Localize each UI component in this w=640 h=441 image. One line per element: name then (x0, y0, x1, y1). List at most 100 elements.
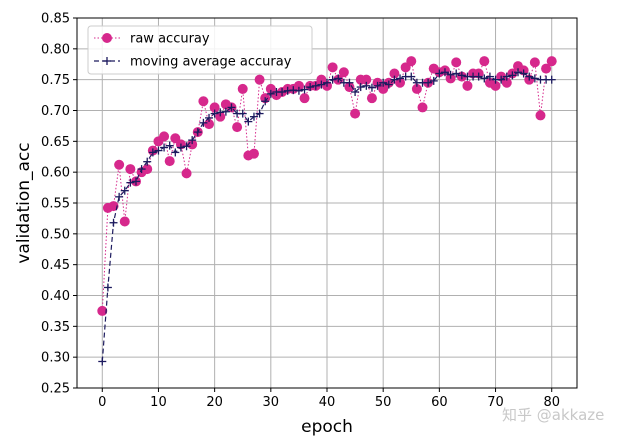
moving-average-point (480, 74, 489, 83)
moving-average-point (193, 128, 202, 137)
y-tick-label: 0.35 (41, 320, 70, 335)
x-tick-label: 80 (543, 395, 560, 410)
raw-accuracy-point (535, 110, 546, 121)
x-tick-label: 70 (487, 395, 504, 410)
moving-average-point (154, 146, 163, 155)
moving-average-point (143, 157, 152, 166)
raw-accuracy-point (338, 67, 349, 78)
moving-average-point (278, 88, 287, 96)
raw-accuracy-point (204, 119, 215, 130)
legend-raw-marker (102, 33, 112, 43)
moving-average-point (497, 75, 506, 84)
moving-average-point (452, 69, 461, 78)
raw-accuracy-point (159, 131, 170, 142)
x-tick-label: 30 (263, 395, 280, 410)
raw-accuracy-point (209, 102, 220, 113)
moving-average-point (356, 83, 365, 92)
moving-average-point (334, 74, 343, 83)
y-tick-label: 0.55 (41, 197, 70, 212)
raw-accuracy-point (361, 74, 372, 85)
moving-average-point (440, 68, 449, 77)
legend-box (87, 25, 313, 75)
moving-average-point (525, 72, 534, 81)
raw-accuracy-point (164, 156, 175, 167)
raw-accuracy-point (350, 108, 361, 119)
moving-average-point (390, 75, 399, 84)
y-axis-ticks: 0.25 0.30 0.35 0.40 0.45 0.50 0.55 0.60 0.65 0.70… (41, 12, 77, 397)
raw-accuracy-point (406, 56, 417, 67)
moving-average-point (126, 178, 135, 187)
raw-accuracy-point (389, 68, 400, 79)
y-tick-label: 0.75 (41, 73, 70, 88)
moving-average-point (182, 142, 191, 151)
moving-average-point (474, 72, 483, 81)
raw-accuracy-point (125, 164, 136, 175)
y-tick-label: 0.45 (41, 258, 70, 273)
raw-accuracy-point (411, 83, 422, 94)
raw-accuracy-point (114, 159, 125, 170)
moving-average-point (328, 75, 337, 84)
moving-average-point (351, 88, 360, 96)
moving-average-point (373, 81, 382, 90)
raw-accuracy-point (479, 56, 490, 67)
y-tick-label: 0.25 (41, 382, 70, 397)
moving-average-point (514, 68, 523, 77)
moving-average-point (221, 107, 230, 116)
raw-accuracy-point (366, 93, 377, 104)
moving-average-point (446, 70, 455, 79)
raw-accuracy-point (248, 148, 259, 159)
raw-accuracy-point (327, 62, 338, 73)
raw-accuracy-point (181, 168, 192, 179)
x-tick-label: 40 (319, 395, 336, 410)
moving-average-point (176, 143, 185, 152)
moving-average-point (249, 112, 258, 121)
legend-plus-marker (103, 57, 111, 65)
legend-raw-label: raw accuray (130, 32, 210, 47)
watermark-text: 知乎 @akkaze (502, 406, 604, 424)
moving-average-point (103, 283, 112, 292)
y-tick-label: 0.50 (41, 227, 70, 242)
moving-average-point (485, 72, 494, 81)
y-axis-label: validation_acc (14, 142, 34, 263)
raw-accuracy-point (237, 83, 248, 94)
x-axis-ticks: 0 10 20 30 40 50 60 70 80 (98, 388, 560, 410)
raw-accuracy-point (490, 80, 501, 91)
raw-accuracy-point (344, 82, 355, 93)
moving-average-point (323, 78, 331, 87)
moving-average-point (171, 148, 180, 157)
moving-average-point (205, 113, 214, 122)
moving-average-point (120, 186, 129, 195)
raw-accuracy-point (417, 102, 428, 113)
moving-average-point (210, 109, 219, 118)
y-tick-label: 0.60 (41, 166, 70, 181)
y-tick-label: 0.30 (41, 351, 70, 366)
moving-average-point (519, 69, 528, 78)
moving-average-point (306, 83, 315, 92)
moving-average-point (379, 78, 388, 87)
moving-average-point (98, 357, 107, 366)
raw-accuracy-point (293, 80, 304, 91)
y-tick-label: 0.40 (41, 289, 70, 304)
legend-smooth-marker (103, 57, 111, 65)
legend: raw accuray moving average accuray (87, 25, 313, 75)
moving-average-point (255, 109, 264, 118)
y-tick-label: 0.65 (41, 135, 70, 150)
moving-average-point (547, 75, 556, 84)
x-tick-label: 10 (150, 395, 167, 410)
moving-average-point (244, 117, 253, 126)
moving-average-point (199, 118, 208, 127)
moving-average-point (165, 141, 174, 150)
x-tick-label: 20 (206, 395, 223, 410)
moving-average-point (300, 85, 309, 94)
moving-average-point (115, 192, 124, 201)
moving-average-point (502, 72, 511, 81)
raw-accuracy-point (299, 93, 310, 104)
moving-average-point (457, 71, 466, 80)
raw-accuracy-point (541, 63, 552, 74)
moving-average-point (407, 72, 416, 81)
y-tick-label: 0.70 (41, 104, 70, 119)
moving-average-points (98, 68, 556, 366)
moving-average-point (148, 148, 157, 157)
moving-average-point (266, 89, 275, 98)
